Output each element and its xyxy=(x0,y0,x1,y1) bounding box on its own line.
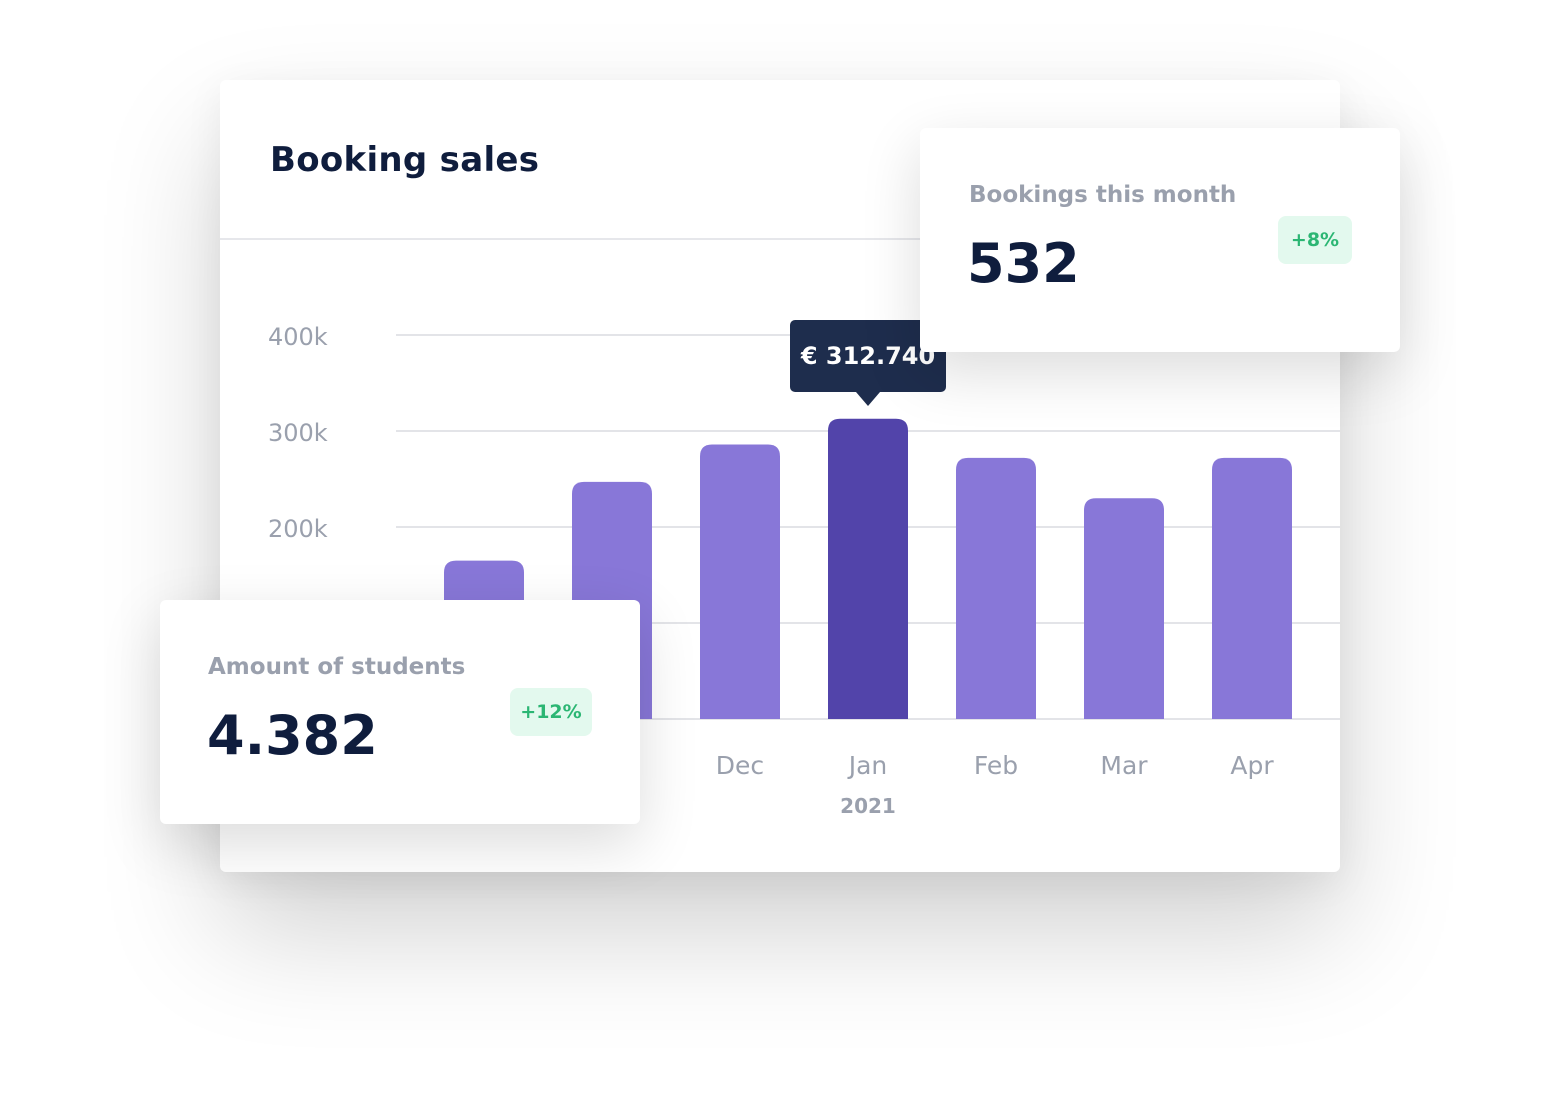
bar xyxy=(1212,457,1292,719)
y-tick-label: 200k xyxy=(268,515,328,543)
x-tick-label: Dec xyxy=(716,751,764,780)
students-change-badge: +12% xyxy=(510,688,592,736)
year-label: 2021 xyxy=(840,794,896,818)
students-label: Amount of students xyxy=(208,654,466,680)
students-stat-card: Amount of students 4.382 +12% xyxy=(160,600,640,824)
x-tick-label: Apr xyxy=(1230,751,1274,780)
bar xyxy=(956,457,1036,719)
bookings-stat-card: Bookings this month 532 +8% xyxy=(920,128,1400,352)
bar xyxy=(828,418,908,719)
bookings-label: Bookings this month xyxy=(969,182,1237,208)
x-tick-label: Mar xyxy=(1100,751,1148,780)
y-tick-label: 400k xyxy=(268,323,328,351)
bar-tooltip: € 312.740 xyxy=(790,320,946,406)
students-value: 4.382 xyxy=(207,704,378,767)
bookings-value: 532 xyxy=(967,232,1080,295)
bookings-change-badge: +8% xyxy=(1278,216,1352,264)
x-tick-label: Feb xyxy=(974,751,1018,780)
header-divider xyxy=(220,238,1340,240)
bar xyxy=(1084,498,1164,719)
y-tick-label: 300k xyxy=(268,419,328,447)
x-tick-label: Jan xyxy=(847,751,888,780)
card-title: Booking sales xyxy=(270,140,540,180)
bar xyxy=(700,444,780,719)
